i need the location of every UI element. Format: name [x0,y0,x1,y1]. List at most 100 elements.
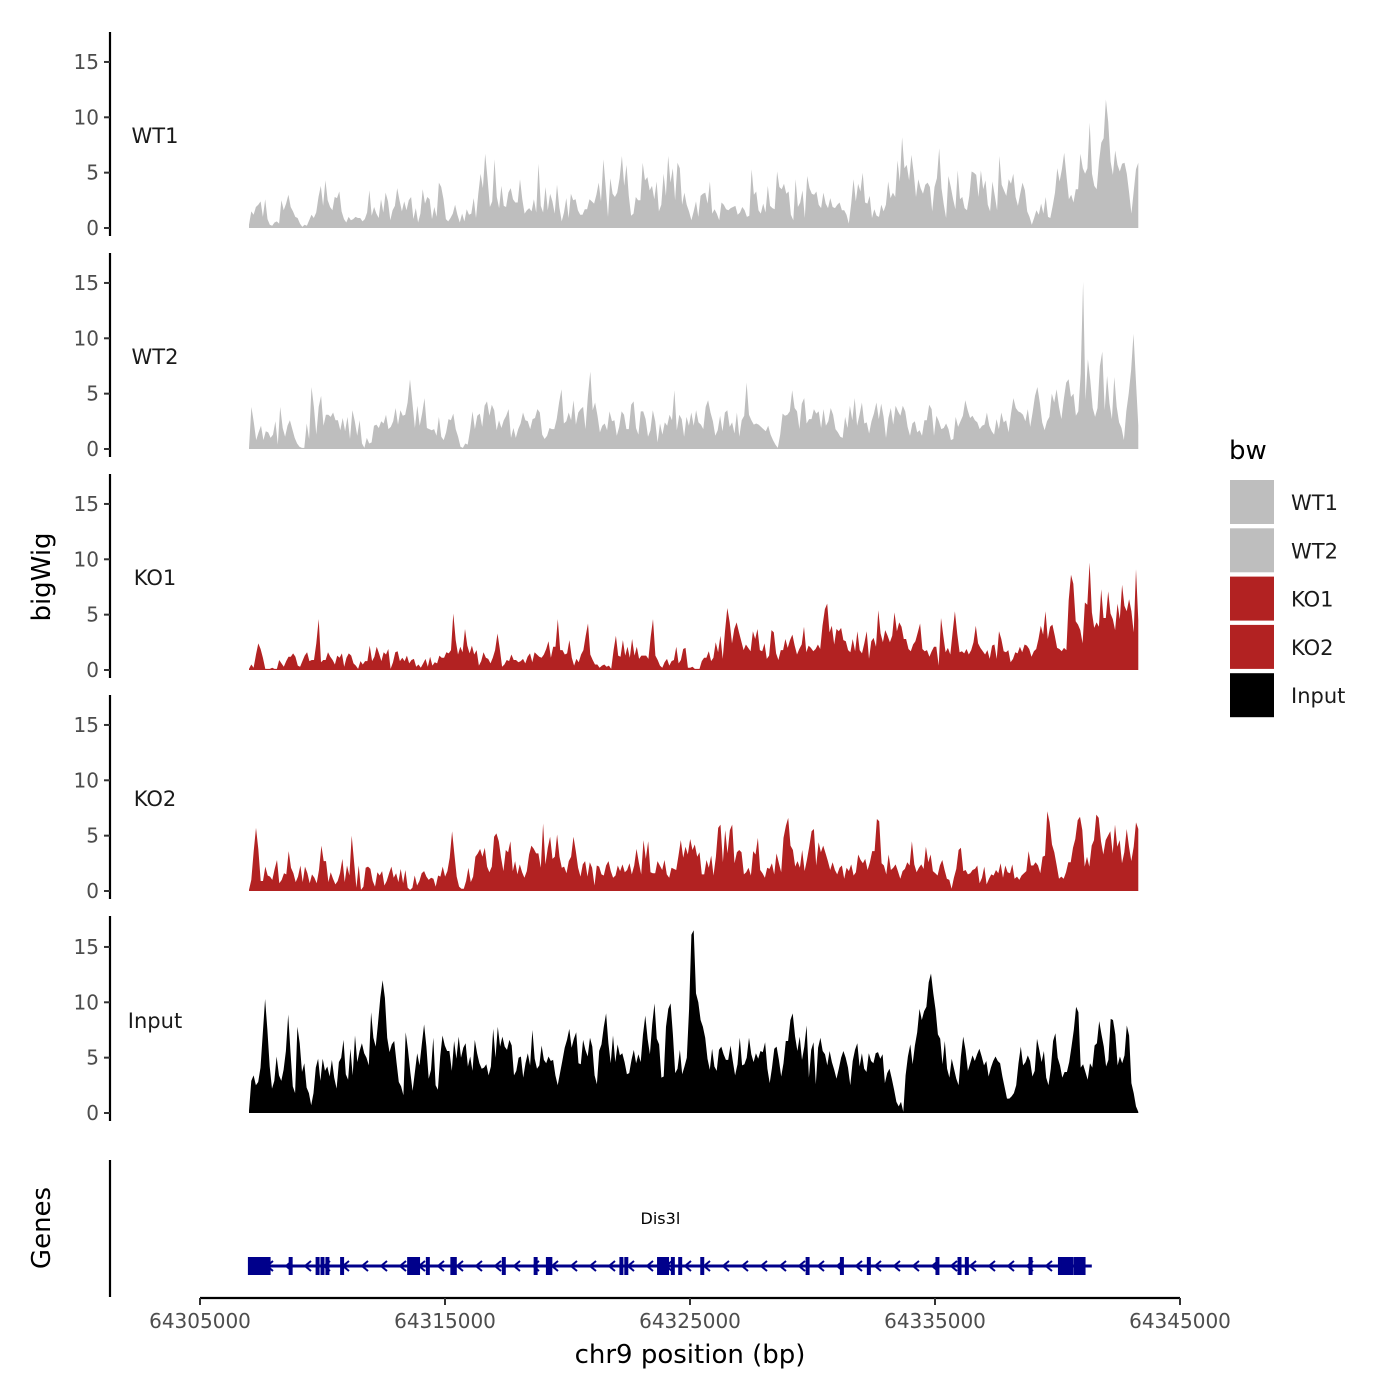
panel-input: 0 5 10 15 Input [74,916,1139,1125]
genes-axis-title: Genes [27,1187,57,1269]
gene-exon [255,1257,268,1275]
y-tick-label: 5 [86,382,99,406]
y-tick-label: 0 [86,216,99,240]
gene-arrow-icon [816,1260,825,1272]
legend-title: bw [1229,436,1267,466]
gene-arrow-icon [436,1260,445,1272]
gene-arrow-icon [607,1260,616,1272]
bigwig-panels: 0 5 10 15 WT1 0 5 10 15 WT2 0 5 10 15 KO1 0 5 10 15 KO2 0 5 10… [74,32,1139,1125]
gene-arrow-icon [854,1260,863,1272]
gene-arrow-icon [588,1260,597,1272]
y-tick-label: 0 [86,1101,99,1125]
gene-exon [957,1257,962,1275]
track-label: KO1 [134,566,177,590]
gene-arrow-icon [1044,1260,1053,1272]
gene-exon [452,1257,457,1275]
gene-exon [619,1257,624,1275]
gene-arrow-icon [645,1260,654,1272]
track-label: WT1 [132,124,179,148]
gene-arrow-icon [379,1260,388,1272]
gene-exon [288,1257,293,1275]
y-tick-label: 10 [74,105,99,129]
gene-exon [700,1257,705,1275]
gene-arrow-icon [987,1260,996,1272]
y-tick-label: 10 [74,990,99,1014]
gene-exon [935,1257,940,1275]
gene-exon [1073,1257,1086,1275]
legend-label: WT2 [1291,539,1338,563]
gene-exon [839,1257,844,1275]
legend-swatch [1230,480,1274,524]
gene-arrow-icon [759,1260,768,1272]
gene-exon [548,1257,553,1275]
gene-exon [545,1257,550,1275]
gene-exon [320,1257,325,1275]
gene-exon [266,1257,271,1275]
gene-arrow-icon [1006,1260,1015,1272]
gene-arrow-icon [398,1260,407,1272]
panel-wt2: 0 5 10 15 WT2 [74,253,1139,461]
panel-ko1: 0 5 10 15 KO1 [74,474,1139,682]
legend-swatch [1230,624,1274,669]
gene-exon [1028,1257,1033,1275]
y-tick-label: 15 [74,935,99,959]
gene-exon [866,1257,871,1275]
gene-exon [325,1257,330,1275]
y-tick-label: 15 [74,271,99,295]
area-series-ko2 [249,811,1139,891]
area-series-input [249,930,1139,1113]
track-label: WT2 [132,345,179,369]
legend-label: WT1 [1291,491,1338,515]
gene-arrow-icon [512,1260,521,1272]
y-tick-label: 0 [86,658,99,682]
y-tick-label: 10 [74,547,99,571]
y-tick-label: 5 [86,1046,99,1070]
y-tick-label: 15 [74,492,99,516]
gene-exon [315,1257,320,1275]
legend-item-ko1: KO1 [1230,576,1334,621]
gene-arrow-icon [911,1260,920,1272]
gene-exon [624,1257,629,1275]
legend-swatch [1230,528,1274,573]
track-label: KO2 [134,787,177,811]
gene-exon [805,1257,810,1275]
gene-exon [425,1257,430,1275]
y-tick-label: 5 [86,161,99,185]
x-axis-title: chr9 position (bp) [575,1340,806,1370]
panel-ko2: 0 5 10 15 KO2 [74,695,1139,903]
legend-item-ko2: KO2 [1230,624,1334,669]
panel-wt1: 0 5 10 15 WT1 [74,32,1139,240]
gene-exon [964,1257,969,1275]
gene-arrow-icon [873,1260,882,1272]
legend-swatch [1230,673,1274,718]
gene-arrow-icon [949,1260,958,1272]
x-axis: 64305000 64315000 64325000 64335000 64345000 [149,1296,1231,1333]
x-tick-label: 64345000 [1129,1309,1231,1333]
gene-arrow-icon [721,1260,730,1272]
y-tick-label: 0 [86,879,99,903]
gene-arrow-icon [968,1260,977,1272]
y-tick-label: 10 [74,768,99,792]
x-tick-label: 64335000 [884,1309,986,1333]
gene-arrow-icon [569,1260,578,1272]
legend-label: KO1 [1291,588,1334,612]
x-tick-label: 64305000 [149,1309,251,1333]
y-tick-label: 5 [86,603,99,627]
area-series-wt2 [249,281,1139,449]
legend-item-wt1: WT1 [1230,480,1338,524]
gene-exon [657,1257,670,1275]
gene-exon [450,1257,455,1275]
gene-exon [1061,1257,1074,1275]
gene-arrow-icon [474,1260,483,1272]
x-tick-label: 64315000 [394,1309,496,1333]
y-tick-label: 15 [74,50,99,74]
track-label: Input [128,1009,182,1033]
gene-exon [670,1257,675,1275]
gene-arrow-icon [740,1260,749,1272]
gene-arrow-icon [360,1260,369,1272]
y-axis-title: bigWig [27,532,57,621]
gene-arrow-icon [303,1260,312,1272]
y-tick-label: 15 [74,713,99,737]
gene-exon [678,1257,683,1275]
y-tick-label: 10 [74,326,99,350]
